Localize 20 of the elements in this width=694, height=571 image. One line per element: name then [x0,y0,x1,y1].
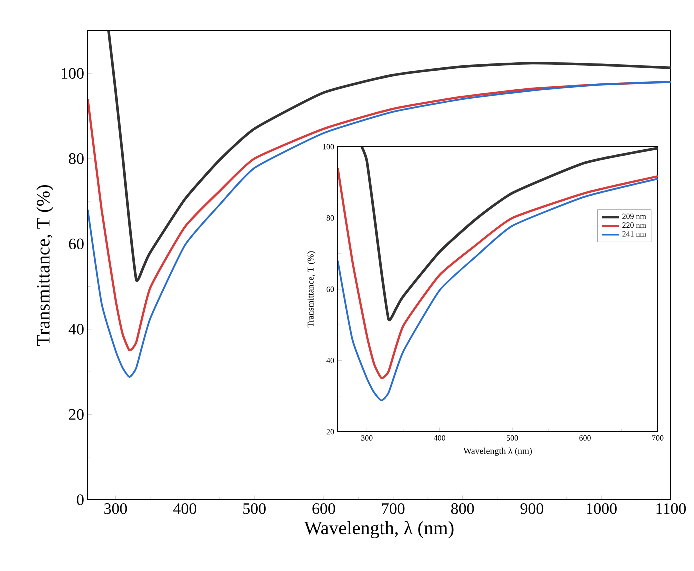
x-tick-label: 1000 [587,504,617,514]
y-tick-label: 80 [69,154,84,164]
x-tick-label: 500 [244,504,266,514]
x-tick-label: 400 [174,504,197,514]
x-tick-label: 700 [382,504,405,514]
y-tick-label: 60 [69,238,84,250]
x-tick-label: 1100 [656,504,686,514]
x-tick-label: 800 [451,504,474,514]
y-axis-title: Transmittance, T (%) [308,252,316,328]
x-axis-title: Wavelength λ (nm) [464,448,532,456]
x-tick-label: 900 [520,504,544,514]
x-axis-title: Wavelength, λ (nm) [304,521,454,539]
y-tick-label: 40 [68,324,84,335]
y-tick-label: 20 [69,409,84,420]
y-axis-title: Transmittance, T (%) [36,185,54,346]
y-tick-label: 0 [77,494,84,506]
x-tick-label: 600 [312,504,336,514]
line-series [360,146,658,322]
y-tick-label: 100 [62,68,84,79]
x-tick-label: 300 [104,504,128,514]
